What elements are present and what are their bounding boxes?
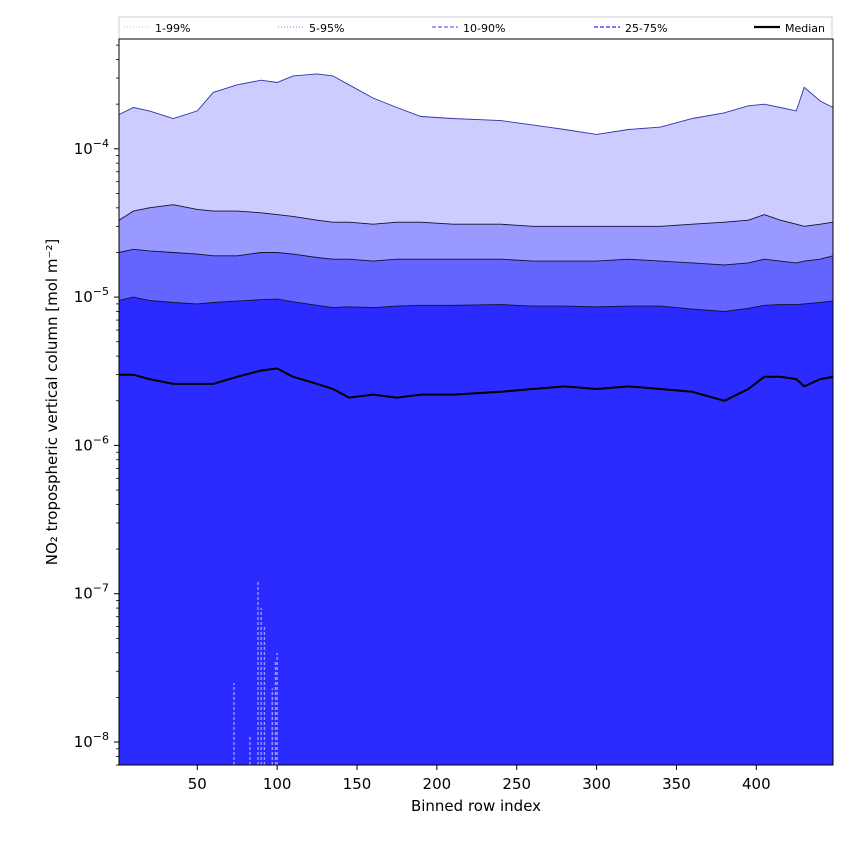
x-axis-label: Binned row index bbox=[411, 797, 541, 815]
x-tick-label: 250 bbox=[502, 775, 531, 793]
x-tick-label: 300 bbox=[582, 775, 611, 793]
plot-frame bbox=[118, 38, 834, 766]
legend-label: Median bbox=[785, 22, 825, 35]
y-tick-label: 10−8 bbox=[74, 730, 109, 751]
band-edge-25-75% bbox=[119, 296, 833, 312]
x-tick-label: 200 bbox=[423, 775, 452, 793]
y-tick-label: 10−4 bbox=[74, 137, 109, 158]
y-tick-label: 10−7 bbox=[74, 582, 109, 603]
y-axis: 10−8 10−7 10−6 10−5 10−4 bbox=[74, 44, 119, 766]
y-tick-label: 10−5 bbox=[74, 285, 109, 306]
band-edge-10-90% bbox=[119, 248, 833, 266]
x-axis: 50 100 150 200 250 300 350 400 bbox=[188, 765, 771, 793]
legend-label: 25-75% bbox=[625, 22, 667, 35]
x-tick-label: 150 bbox=[343, 775, 372, 793]
plot-area bbox=[118, 38, 834, 766]
y-tick-label: 10−6 bbox=[74, 433, 109, 454]
legend: 1-99% 5-95% 10-90% 25-75% Median bbox=[118, 16, 833, 40]
x-tick-label: 400 bbox=[742, 775, 771, 793]
x-tick-label: 100 bbox=[263, 775, 292, 793]
band-edge-1-99% bbox=[119, 73, 833, 135]
band-25-75% bbox=[119, 297, 833, 765]
legend-label: 5-95% bbox=[309, 22, 344, 35]
legend-label: 1-99% bbox=[155, 22, 190, 35]
legend-label: 10-90% bbox=[463, 22, 505, 35]
x-tick-label: 50 bbox=[188, 775, 207, 793]
median-line bbox=[119, 367, 833, 402]
band-edge-5-95% bbox=[119, 204, 833, 227]
x-tick-label: 350 bbox=[662, 775, 691, 793]
y-axis-label: NO₂ tropospheric vertical column [mol m⁻… bbox=[43, 239, 61, 565]
